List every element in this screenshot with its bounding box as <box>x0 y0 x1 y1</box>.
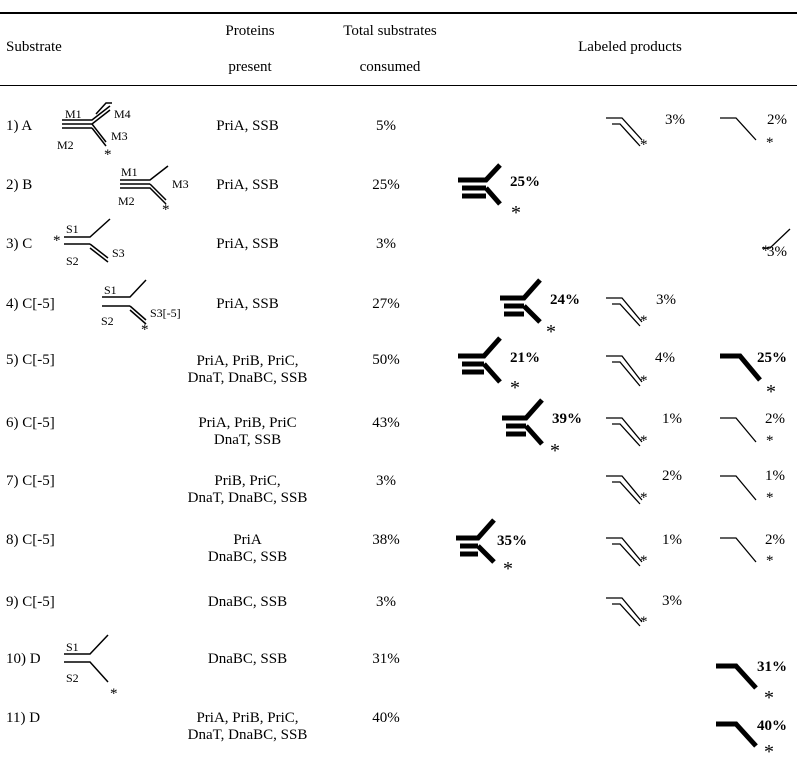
bold-fork-product-row-5 <box>458 338 500 382</box>
product-star-13: * <box>766 490 774 507</box>
bold-fork-product-row-8 <box>456 520 494 562</box>
product-star-3: * <box>511 202 521 225</box>
product-star-17: * <box>640 614 648 631</box>
product-star-10: * <box>640 433 648 450</box>
fork-substrate-a <box>62 103 112 146</box>
product-star-7: * <box>640 373 648 390</box>
product-star-2: * <box>766 135 774 152</box>
product-star-14: * <box>503 558 513 581</box>
product-star-16: * <box>766 553 774 570</box>
product-star-18: * <box>764 687 774 710</box>
fork-substrate-d <box>64 635 108 682</box>
thin-products <box>606 118 790 626</box>
bold-fork-product-row-4 <box>500 280 540 322</box>
fork-substrate-c5 <box>102 280 146 324</box>
product-star-5: * <box>640 313 648 330</box>
product-star-20: * <box>762 243 770 260</box>
bold-fork-product-row-2 <box>458 165 500 204</box>
fork-substrate-b <box>120 166 168 204</box>
product-star-6: * <box>510 377 520 400</box>
product-star-1: * <box>640 137 648 154</box>
product-star-9: * <box>550 440 560 463</box>
bold-tail-products <box>716 356 760 746</box>
fork-substrate-c <box>64 219 110 262</box>
product-star-11: * <box>766 433 774 450</box>
product-star-4: * <box>546 321 556 344</box>
product-star-19: * <box>764 741 774 764</box>
bold-fork-product-row-6 <box>502 400 542 444</box>
product-star-12: * <box>640 490 648 507</box>
product-star-8: * <box>766 381 776 404</box>
product-star-15: * <box>640 553 648 570</box>
